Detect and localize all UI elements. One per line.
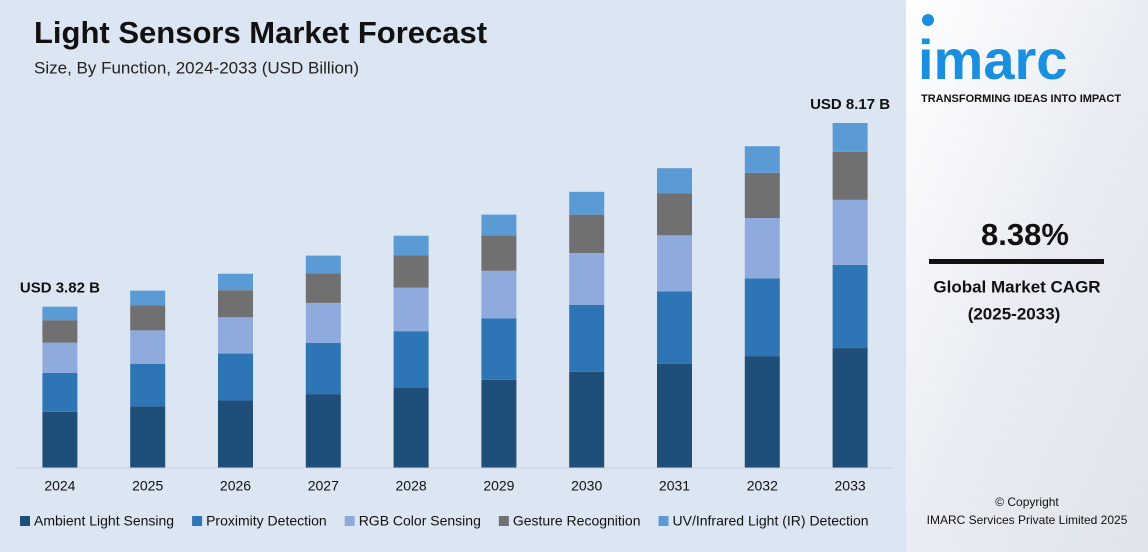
x-tick-label: 2027	[308, 478, 339, 494]
bar-segment	[393, 387, 429, 468]
legend-swatch	[498, 516, 509, 526]
x-tick-label: 2026	[220, 478, 251, 494]
bar-segment	[218, 273, 253, 291]
logo: imarc	[918, 28, 1067, 91]
cagr-rule	[929, 259, 1104, 264]
bar-segment	[130, 330, 166, 364]
sidebar-background	[906, 0, 1148, 552]
bar-segment	[744, 356, 780, 468]
bar-segment	[42, 342, 78, 373]
bar-segment	[657, 235, 692, 292]
bar-segment	[305, 302, 341, 344]
x-tick-label: 2025	[132, 478, 163, 494]
bar-segment	[130, 290, 166, 306]
tagline: TRANSFORMING IDEAS INTO IMPACT	[921, 93, 1121, 105]
legend-swatch	[658, 516, 669, 526]
bar-segment	[42, 306, 78, 321]
legend-label: Proximity Detection	[206, 513, 327, 529]
legend-label: RGB Color Sensing	[359, 513, 481, 529]
total-annotation: USD 8.17 B	[810, 96, 890, 113]
bar-segment	[481, 214, 517, 236]
x-tick-label: 2024	[44, 478, 75, 494]
bar-segment	[569, 371, 605, 468]
x-tick-label: 2031	[659, 478, 690, 494]
legend-swatch	[344, 516, 355, 526]
bar-segment	[481, 270, 517, 319]
legend-label: Gesture Recognition	[513, 513, 641, 529]
bar-segment	[130, 363, 166, 407]
bar-segment	[744, 146, 780, 173]
bar-segment	[393, 255, 429, 288]
cagr-period: (2025-2033)	[968, 304, 1061, 323]
bar-segment	[42, 411, 78, 468]
bar-segment	[832, 348, 868, 468]
x-tick-label: 2033	[835, 478, 866, 494]
bar-segment	[657, 363, 692, 468]
bar-segment	[744, 278, 780, 357]
bar-segment	[218, 353, 253, 401]
bar-segment	[218, 400, 253, 468]
bar-segment	[832, 264, 868, 349]
bar-segment	[42, 372, 78, 412]
bar-segment	[305, 273, 341, 303]
bar-segment	[569, 253, 605, 306]
cagr-label: Global Market CAGR	[933, 277, 1100, 296]
bar-segment	[657, 168, 692, 194]
bar-segment	[393, 331, 429, 388]
total-annotation: USD 3.82 B	[20, 280, 100, 297]
bar-segment	[130, 406, 166, 468]
bar-segment	[832, 123, 868, 152]
legend-label: UV/Infrared Light (IR) Detection	[673, 513, 869, 529]
logo-dot	[922, 14, 934, 26]
bar-segment	[305, 394, 341, 468]
x-tick-label: 2029	[483, 478, 514, 494]
bar-segment	[744, 172, 780, 219]
bar-segment	[305, 343, 341, 395]
bar-segment	[657, 193, 692, 236]
bar-segment	[569, 214, 605, 254]
legend-swatch	[20, 516, 30, 526]
legend-label: Ambient Light Sensing	[34, 513, 174, 529]
bar-segment	[393, 287, 429, 332]
x-tick-label: 2028	[396, 478, 427, 494]
bar-segment	[218, 317, 253, 354]
x-tick-label: 2030	[571, 478, 602, 494]
bar-segment	[305, 255, 341, 274]
bar-segment	[393, 235, 429, 256]
bar-segment	[130, 305, 166, 331]
bar-segment	[218, 290, 253, 318]
bar-segment	[481, 379, 517, 468]
bar-segment	[42, 320, 78, 343]
chart-subtitle: Size, By Function, 2024-2033 (USD Billio…	[34, 58, 359, 77]
bar-segment	[481, 235, 517, 271]
x-tick-label: 2032	[747, 478, 778, 494]
bar-segment	[832, 199, 868, 265]
bar-segment	[744, 218, 780, 279]
bar-segment	[481, 318, 517, 380]
cagr-value: 8.38%	[981, 217, 1069, 252]
chart-title: Light Sensors Market Forecast	[34, 15, 487, 50]
bar-segment	[657, 291, 692, 364]
legend-swatch	[192, 516, 203, 526]
bar-segment	[569, 191, 605, 215]
bar-segment	[832, 151, 868, 200]
bar-segment	[569, 305, 605, 372]
company: IMARC Services Private Limited 2025	[927, 513, 1128, 527]
copyright: © Copyright	[995, 495, 1059, 509]
